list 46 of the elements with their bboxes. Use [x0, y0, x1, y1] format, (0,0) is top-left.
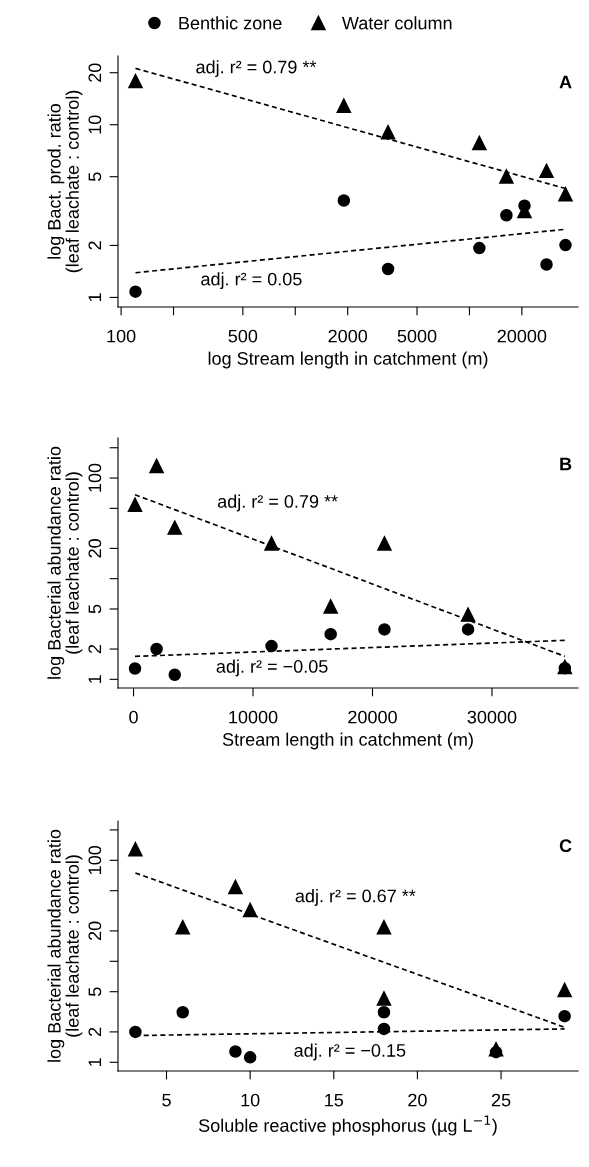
- annotation: C: [559, 839, 572, 853]
- x-tick-label: 25: [491, 1093, 511, 1107]
- x-tick-label: 20: [408, 1093, 427, 1107]
- x-tick-label: 0: [129, 710, 138, 724]
- y-tick-label: 1: [88, 1058, 102, 1066]
- y-axis-title: log Bact. prod. ratio (leaf leachate : control): [47, 90, 83, 273]
- y-axis-title: log Bacterial abundance ratio (leaf leachate : control): [47, 446, 83, 679]
- x-tick-label: 500: [228, 329, 258, 343]
- y-tick-label: 2: [88, 644, 102, 654]
- y-axis-title: log Bacterial abundance ratio (leaf leachate : control): [47, 829, 83, 1062]
- x-axis-title: log Stream length in catchment (m): [208, 351, 488, 369]
- y-tick-label: 2: [88, 1027, 102, 1036]
- annotation: adj. r² = −0.15: [294, 1043, 406, 1061]
- y-tick-label: 5: [88, 987, 102, 996]
- annotation: adj. r² = 0.79 **: [196, 60, 317, 77]
- y-tick-label: 10: [88, 115, 102, 134]
- x-tick-label: 100: [107, 329, 136, 343]
- y-tick-label: 5: [88, 172, 102, 181]
- annotation: adj. r² = −0.05: [216, 659, 328, 677]
- y-tick-label: 20: [88, 63, 102, 82]
- x-tick-label: 15: [325, 1093, 344, 1107]
- legend-label: Water column: [341, 16, 452, 30]
- x-axis-title: Soluble reactive phosphorus (µg L$^{−1}$): [198, 1115, 497, 1136]
- annotation: adj. r² = 0.67 **: [295, 889, 416, 906]
- x-tick-label: 5000: [397, 329, 437, 343]
- x-tick-label: 10000: [229, 710, 278, 724]
- y-tick-label: 5: [88, 604, 102, 614]
- annotation: adj. r² = 0.05: [201, 272, 302, 290]
- x-tick-label: 2000: [328, 329, 368, 343]
- legend-label: Benthic zone: [179, 16, 282, 30]
- y-tick-label: 1: [88, 675, 102, 683]
- y-tick-label: 20: [88, 921, 102, 941]
- y-tick-label: 100: [88, 463, 102, 492]
- y-tick-label: 100: [88, 845, 102, 874]
- y-tick-label: 2: [88, 241, 102, 250]
- x-tick-label: 20000: [348, 710, 397, 724]
- x-tick-label: 20000: [497, 329, 547, 343]
- x-tick-label: 30000: [467, 710, 517, 724]
- annotation: A: [559, 75, 572, 89]
- y-tick-label: 20: [88, 539, 102, 558]
- annotation: B: [560, 457, 572, 471]
- x-axis-title: Stream length in catchment (m): [222, 732, 473, 750]
- y-tick-label: 1: [88, 293, 102, 302]
- x-tick-label: 10: [241, 1093, 260, 1107]
- x-tick-label: 5: [162, 1093, 171, 1107]
- annotation: adj. r² = 0.79 **: [217, 494, 338, 512]
